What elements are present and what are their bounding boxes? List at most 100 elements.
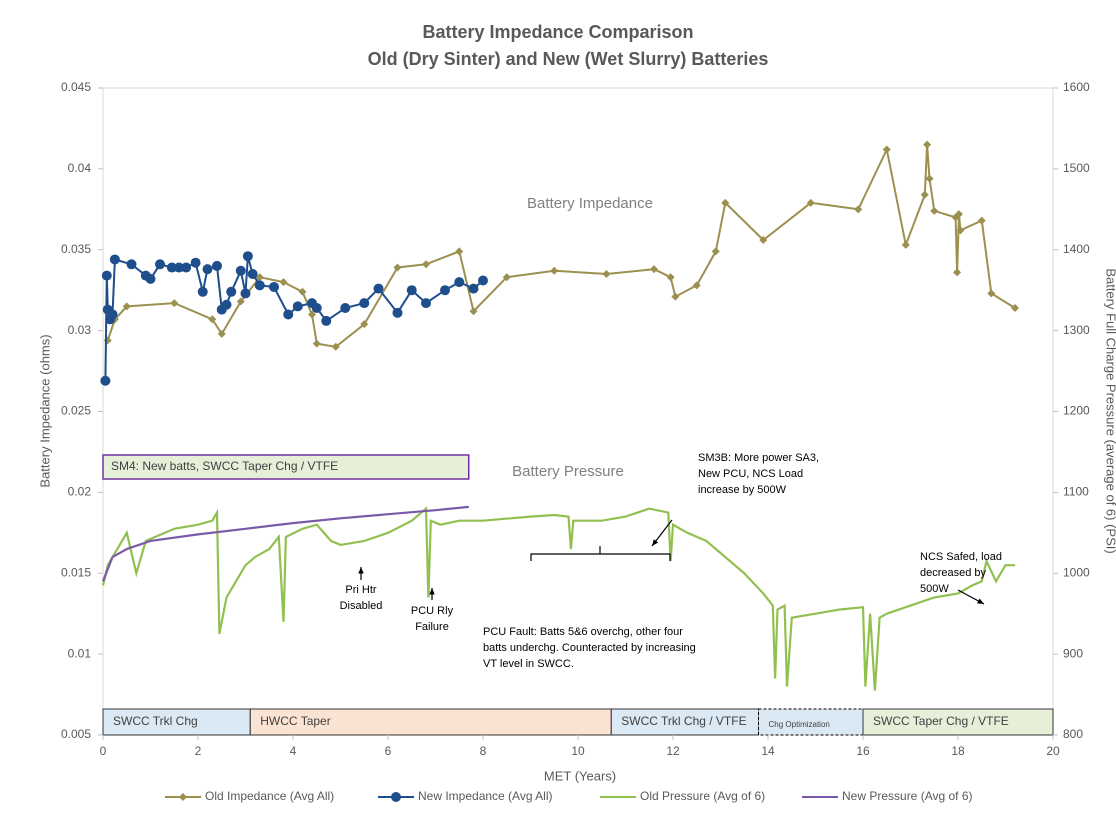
point — [308, 310, 316, 319]
point — [107, 309, 118, 320]
phase-label: SWCC Taper Chg / VTFE — [873, 714, 1009, 728]
point — [987, 289, 996, 298]
point — [208, 315, 217, 324]
point — [406, 285, 417, 296]
phase-label: SWCC Trkl Chg — [113, 714, 198, 728]
annotation: SM3B: More power SA3, — [698, 452, 819, 464]
legend-label: New Impedance (Avg All) — [418, 789, 553, 803]
y-tick-label: 0.025 — [61, 404, 91, 418]
point — [692, 281, 701, 290]
y-tick-label: 0.035 — [61, 242, 91, 256]
y-tick-label: 0.01 — [68, 646, 92, 660]
x-tick-label: 16 — [856, 744, 870, 758]
point — [298, 287, 307, 296]
point — [100, 375, 111, 386]
legend-item: Old Impedance (Avg All) — [165, 789, 334, 803]
point — [602, 270, 611, 279]
point — [212, 260, 222, 271]
y2-tick-label: 1200 — [1063, 404, 1090, 418]
point — [421, 298, 431, 309]
point — [174, 262, 184, 273]
legend-item: Old Pressure (Avg of 6) — [600, 789, 765, 803]
point — [920, 190, 929, 199]
point — [977, 216, 986, 225]
chart-title: Battery Impedance Comparison — [422, 22, 693, 42]
annotation: Failure — [415, 621, 449, 633]
y-tick-label: 0.04 — [68, 161, 92, 175]
annotation: batts underchg. Counteracted by increasi… — [483, 642, 696, 654]
y-tick-label: 0.005 — [61, 727, 91, 741]
y2-tick-label: 1300 — [1063, 323, 1090, 337]
point — [882, 145, 891, 154]
annotation: decreased by — [920, 567, 987, 579]
phase-box — [249, 708, 612, 736]
series-line — [101, 505, 469, 582]
phase-label: SWCC Trkl Chg / VTFE — [621, 714, 746, 728]
point — [240, 288, 251, 299]
point — [145, 273, 156, 284]
point — [550, 266, 559, 275]
x-tick-label: 2 — [195, 744, 202, 758]
legend-label: Old Pressure (Avg of 6) — [640, 789, 765, 803]
annotation: increase by 500W — [698, 484, 787, 496]
point — [671, 292, 680, 301]
point — [759, 236, 768, 245]
annotation: New PCU, NCS Load — [698, 468, 803, 480]
point — [666, 273, 675, 282]
point — [126, 259, 137, 270]
point — [468, 283, 479, 294]
legend-item: New Pressure (Avg of 6) — [802, 789, 973, 803]
point — [254, 280, 265, 291]
x-tick-label: 12 — [666, 744, 680, 758]
point — [283, 309, 294, 320]
point — [109, 254, 120, 265]
x-tick-label: 8 — [480, 744, 487, 758]
x-tick-label: 20 — [1046, 744, 1060, 758]
point — [292, 301, 303, 312]
phase-box — [102, 708, 251, 736]
y2-axis-label: Battery Full Charge Pressure (average of… — [1104, 268, 1116, 553]
point — [166, 262, 177, 273]
point — [226, 286, 237, 297]
y2-tick-label: 1100 — [1063, 485, 1089, 499]
y-tick-label: 0.045 — [61, 80, 91, 94]
phase-box — [758, 708, 864, 736]
point — [806, 198, 815, 207]
point — [101, 270, 112, 281]
bracket — [530, 546, 671, 561]
annotation: NCS Safed, load — [920, 551, 1002, 563]
point — [359, 298, 370, 309]
point — [454, 277, 465, 288]
point — [721, 198, 730, 207]
x-axis-label: MET (Years) — [544, 768, 616, 783]
y2-tick-label: 1600 — [1063, 80, 1090, 94]
phase-label: Chg Optimization — [769, 720, 830, 729]
point — [925, 174, 934, 183]
arrow-head — [358, 567, 364, 574]
banner-label: SM4: New batts, SWCC Taper Chg / VTFE — [111, 459, 338, 473]
point — [255, 273, 264, 282]
phase-label: HWCC Taper — [260, 714, 330, 728]
x-tick-label: 14 — [761, 744, 775, 758]
arrow-head — [429, 588, 435, 595]
arrow-head — [652, 539, 659, 546]
point — [360, 320, 369, 329]
arrow-head — [977, 598, 984, 604]
annotation: 500W — [920, 583, 949, 595]
point — [455, 247, 464, 256]
point — [269, 281, 279, 292]
legend-label: Old Impedance (Avg All) — [205, 789, 334, 803]
y2-tick-label: 800 — [1063, 727, 1083, 741]
series-label: Battery Pressure — [512, 463, 624, 480]
point — [331, 342, 340, 351]
annotation: Disabled — [340, 600, 383, 612]
x-tick-label: 10 — [571, 744, 585, 758]
banner-box — [102, 454, 470, 480]
point — [217, 329, 226, 338]
y2-tick-label: 1500 — [1063, 161, 1090, 175]
legend-label: New Pressure (Avg of 6) — [842, 789, 973, 803]
point — [190, 257, 201, 268]
point — [393, 263, 402, 272]
